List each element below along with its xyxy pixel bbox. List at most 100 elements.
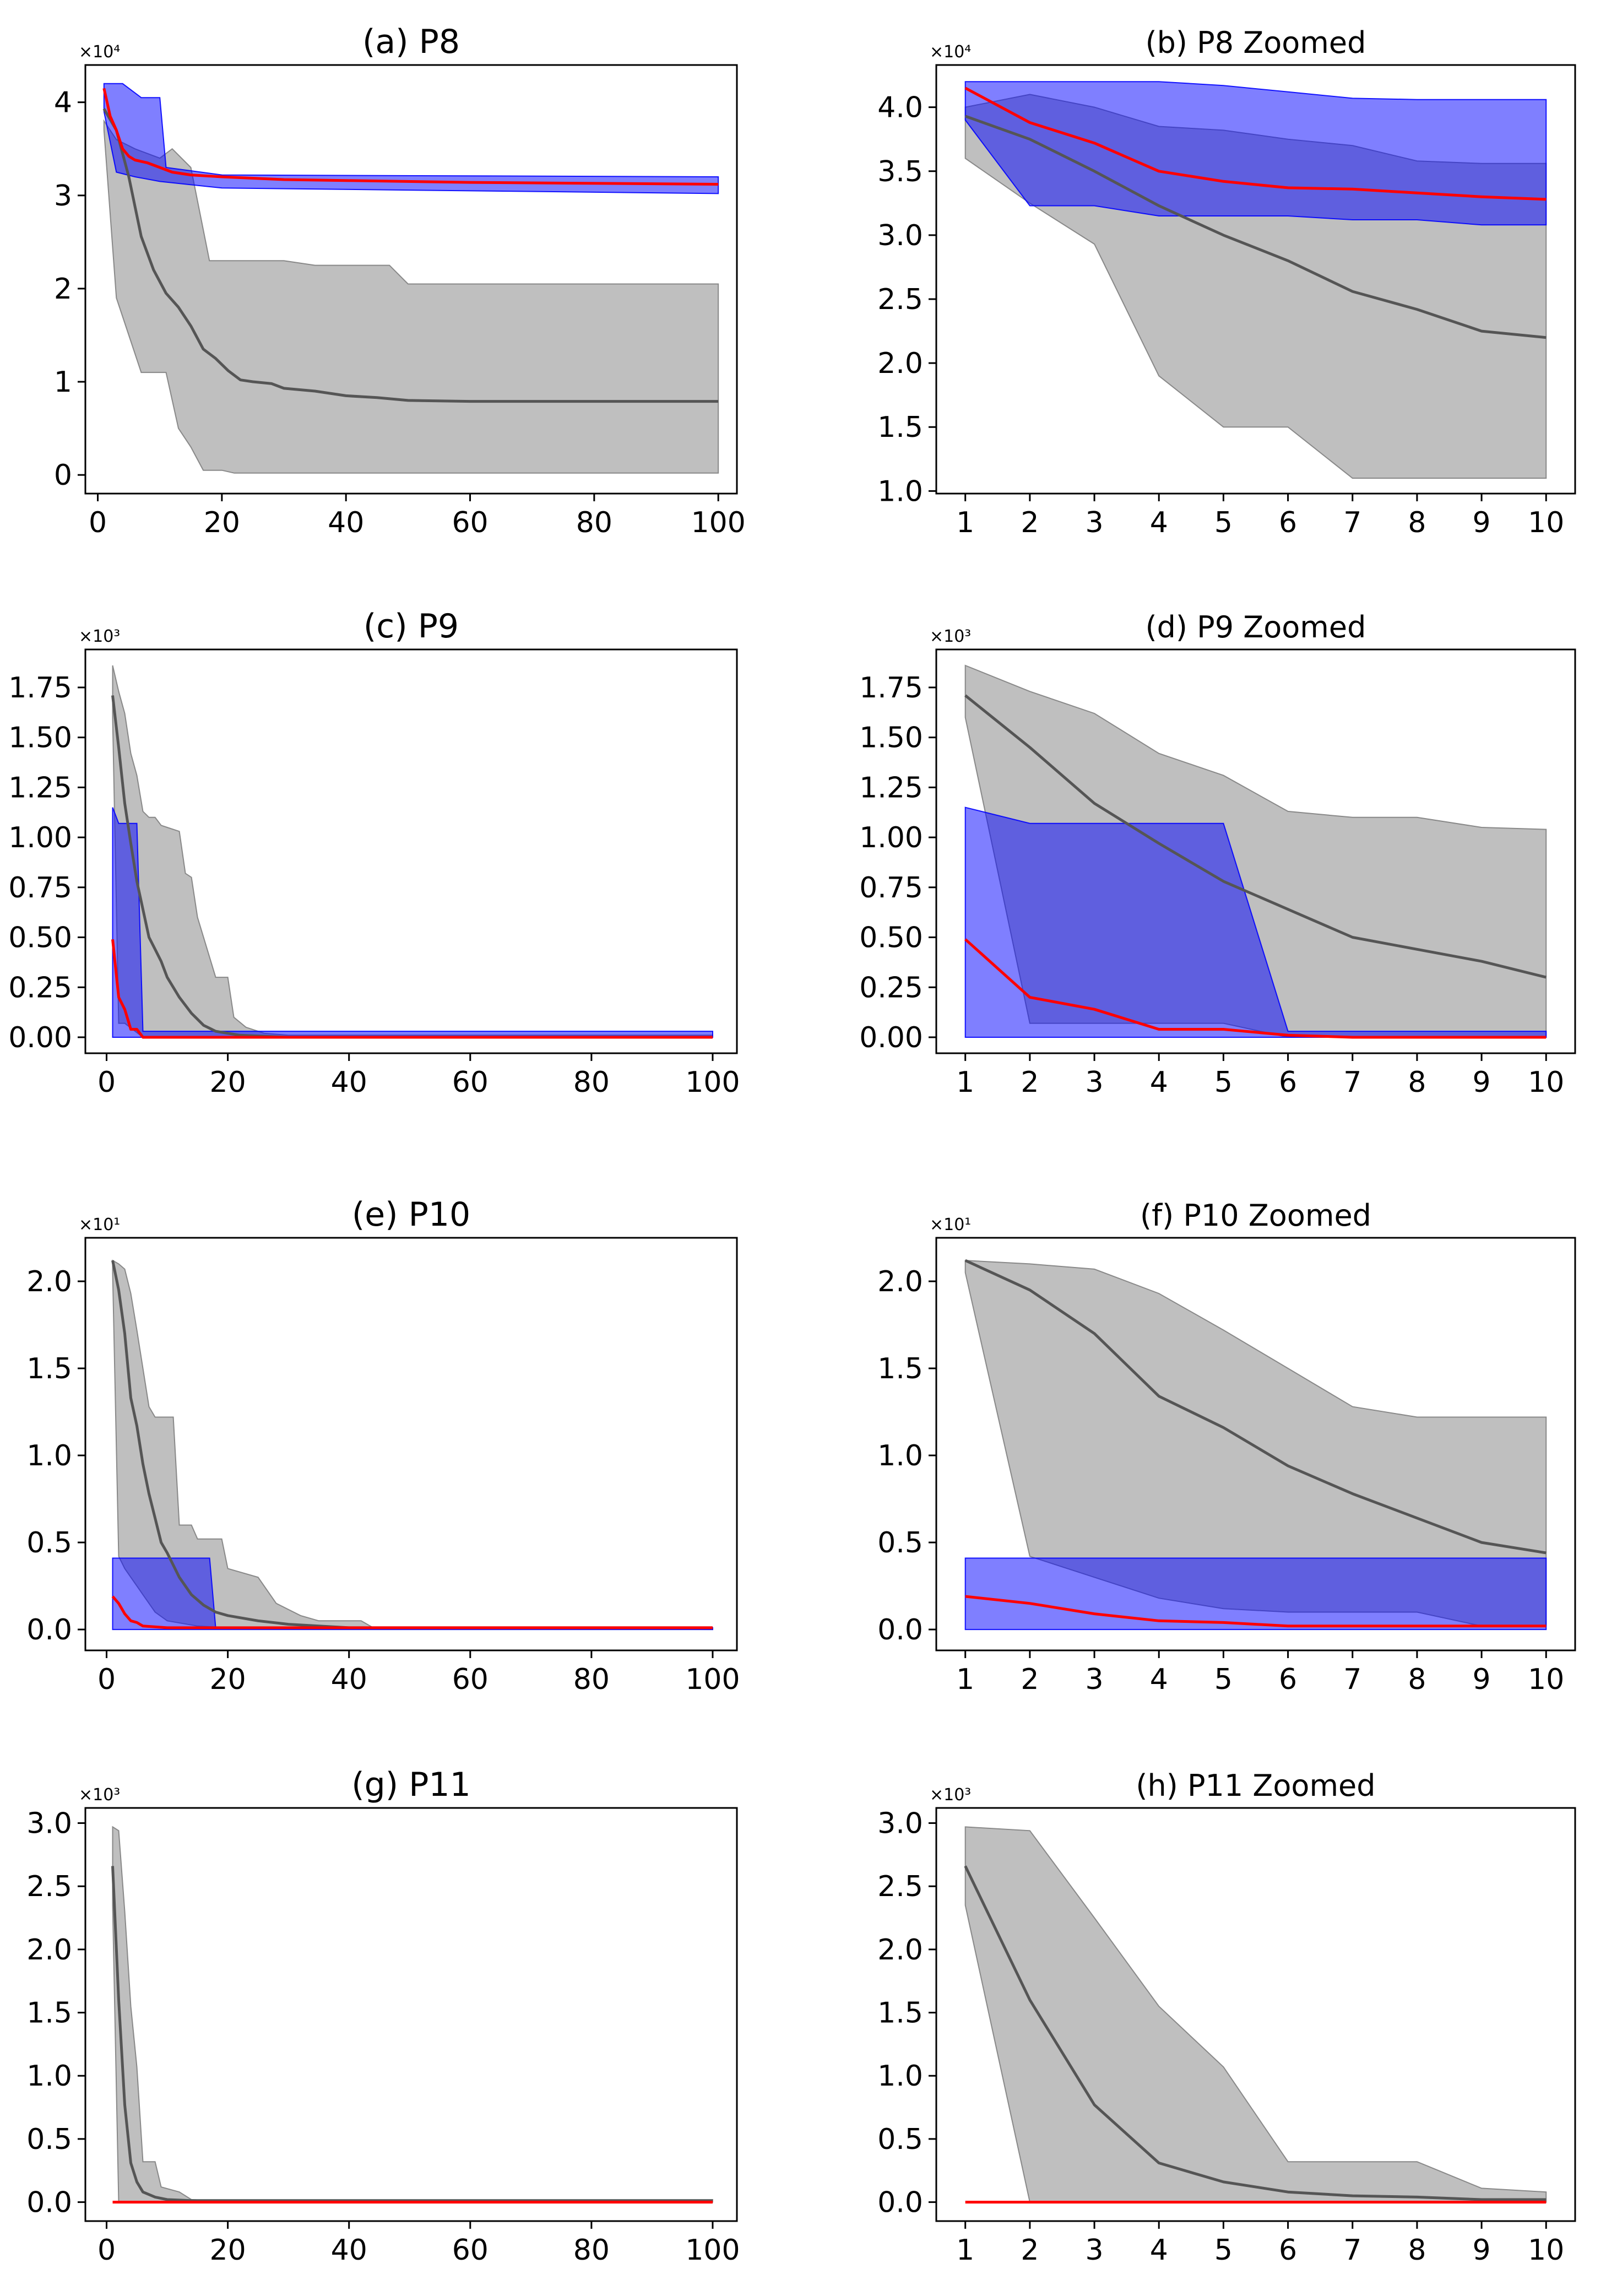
x-tick-label: 7 xyxy=(1343,1663,1361,1696)
x-tick-label: 6 xyxy=(1279,506,1297,539)
y-tick-label: 0 xyxy=(54,459,72,492)
x-tick-label: 0 xyxy=(97,1066,116,1099)
x-tick-label: 9 xyxy=(1473,1066,1491,1099)
x-tick-label: 3 xyxy=(1086,2234,1104,2267)
y-tick-label: 1.5 xyxy=(26,1352,72,1385)
band-gray-h xyxy=(964,1826,1547,2203)
y-tick-label: 0.50 xyxy=(8,922,72,955)
chart-panel-f: 1 2 3 4 5 6 7 8 9 10 0.0 0.5 1.0 1.5 2.0 ×10¹ (f) P10 Zo… xyxy=(877,1198,1576,1696)
y-tick-label: 1.00 xyxy=(859,821,923,854)
chart-title: (a) P8 xyxy=(362,23,460,61)
x-tick-label: 80 xyxy=(573,1663,610,1696)
x-tick-label: 40 xyxy=(331,1663,367,1696)
x-tick-label: 100 xyxy=(691,506,746,539)
band-blue-e xyxy=(112,1557,713,1631)
y-exponent-label: ×10¹ xyxy=(930,1215,971,1234)
y-tick-label: 1.25 xyxy=(8,771,72,804)
x-tick-label: 0 xyxy=(97,2234,116,2267)
y-tick-label: 0.75 xyxy=(859,871,923,905)
y-exponent-label: ×10³ xyxy=(930,627,971,646)
x-tick-label: 0 xyxy=(97,1663,116,1696)
y-tick-label: 3.5 xyxy=(877,155,923,188)
x-tick-label: 100 xyxy=(685,1066,740,1099)
x-tick-label: 10 xyxy=(1528,1066,1564,1099)
y-tick-label: 0.0 xyxy=(877,2186,923,2219)
x-tick-label: 5 xyxy=(1214,506,1233,539)
y-tick-label: 4.0 xyxy=(877,91,923,124)
band-blue-f xyxy=(964,1557,1547,1631)
x-tick-label: 1 xyxy=(956,1663,974,1696)
x-tick-label: 40 xyxy=(331,1066,367,1099)
y-tick-label: 0.75 xyxy=(8,871,72,905)
line-gray-e xyxy=(111,1260,713,1629)
y-tick-label: 2.0 xyxy=(877,347,923,380)
y-tick-label: 1.00 xyxy=(8,821,72,854)
x-tick-label: 7 xyxy=(1343,506,1361,539)
chart-panel-a: 0 20 40 60 80 100 0 1 2 3 4 ×10⁴ (a) P8 xyxy=(54,23,746,539)
y-tick-label: 1.0 xyxy=(877,1439,923,1472)
y-tick-label: 0.5 xyxy=(26,2123,72,2156)
y-tick-label: 2.5 xyxy=(26,1870,72,1903)
y-tick-label: 1.25 xyxy=(859,771,923,804)
x-tick-label: 4 xyxy=(1150,1663,1168,1696)
y-tick-label: 1.5 xyxy=(877,411,923,444)
x-tick-label: 3 xyxy=(1086,1066,1104,1099)
line-gray-b xyxy=(964,115,1547,339)
line-red-c xyxy=(111,939,713,1039)
line-gray-a xyxy=(102,108,719,403)
band-gray-g xyxy=(112,1826,713,2203)
y-tick-label: 2.5 xyxy=(877,283,923,316)
y-tick-label: 3 xyxy=(54,180,72,213)
x-tick-label: 1 xyxy=(956,2234,974,2267)
plot-frame-f xyxy=(935,1237,1576,1651)
y-tick-label: 0.5 xyxy=(26,1526,72,1559)
line-gray-g xyxy=(111,1866,713,2202)
y-exponent-label: ×10³ xyxy=(79,1785,120,1805)
x-tick-label: 2 xyxy=(1021,1663,1039,1696)
plot-frame-d xyxy=(935,648,1576,1054)
x-tick-label: 4 xyxy=(1150,2234,1168,2267)
y-tick-label: 0.00 xyxy=(8,1021,72,1054)
y-tick-label: 0.0 xyxy=(26,2186,72,2219)
plot-frame-h xyxy=(935,1807,1576,2222)
y-tick-label: 1.0 xyxy=(26,1439,72,1472)
y-tick-label: 3.0 xyxy=(877,219,923,252)
y-tick-label: 1 xyxy=(54,366,72,399)
x-tick-label: 7 xyxy=(1343,2234,1361,2267)
y-tick-label: 0.25 xyxy=(859,971,923,1004)
y-tick-label: 1.5 xyxy=(26,1997,72,2030)
x-tick-label: 2 xyxy=(1021,1066,1039,1099)
x-tick-label: 9 xyxy=(1473,1663,1491,1696)
y-tick-label: 1.0 xyxy=(26,2060,72,2093)
line-red-a xyxy=(102,88,719,186)
y-exponent-label: ×10⁴ xyxy=(930,42,971,62)
plot-frame-g xyxy=(84,1807,738,2222)
y-exponent-label: ×10³ xyxy=(930,1785,971,1805)
y-tick-label: 0.0 xyxy=(877,1613,923,1647)
x-tick-label: 10 xyxy=(1528,2234,1564,2267)
x-tick-label: 40 xyxy=(328,506,364,539)
x-tick-label: 80 xyxy=(573,2234,610,2267)
x-tick-label: 100 xyxy=(685,2234,740,2267)
x-tick-label: 9 xyxy=(1473,506,1491,539)
chart-panel-e: 0 20 40 60 80 100 0.0 0.5 1.0 1.5 2.0 ×10¹ (e) P10 xyxy=(26,1195,740,1696)
x-tick-label: 100 xyxy=(685,1663,740,1696)
y-tick-label: 0.25 xyxy=(8,971,72,1004)
y-tick-label: 3.0 xyxy=(877,1807,923,1840)
x-tick-label: 60 xyxy=(452,1066,489,1099)
x-tick-label: 60 xyxy=(452,2234,489,2267)
x-tick-label: 10 xyxy=(1528,506,1564,539)
y-tick-label: 0.00 xyxy=(859,1021,923,1054)
x-tick-label: 4 xyxy=(1150,506,1168,539)
chart-panel-h: 1 2 3 4 5 6 7 8 9 10 0.0 0.5 1.0 1.5 2.0 2.5 3.0 ×10³ (h) … xyxy=(877,1768,1576,2267)
x-tick-label: 40 xyxy=(331,2234,367,2267)
x-tick-label: 6 xyxy=(1279,2234,1297,2267)
chart-panel-c: 0 20 40 60 80 100 0.00 0.25 0.50 0.75 1.00 1.25 1.50… xyxy=(8,607,740,1099)
chart-title: (c) P9 xyxy=(363,607,459,646)
chart-panel-g: 0 20 40 60 80 100 0.0 0.5 1.0 1.5 2.0 2.5 3.0 ×10³ (g)… xyxy=(26,1766,740,2267)
y-tick-label: 2 xyxy=(54,273,72,306)
plot-frame-a xyxy=(84,64,738,495)
x-tick-label: 20 xyxy=(204,506,240,539)
y-tick-label: 1.0 xyxy=(877,475,923,508)
